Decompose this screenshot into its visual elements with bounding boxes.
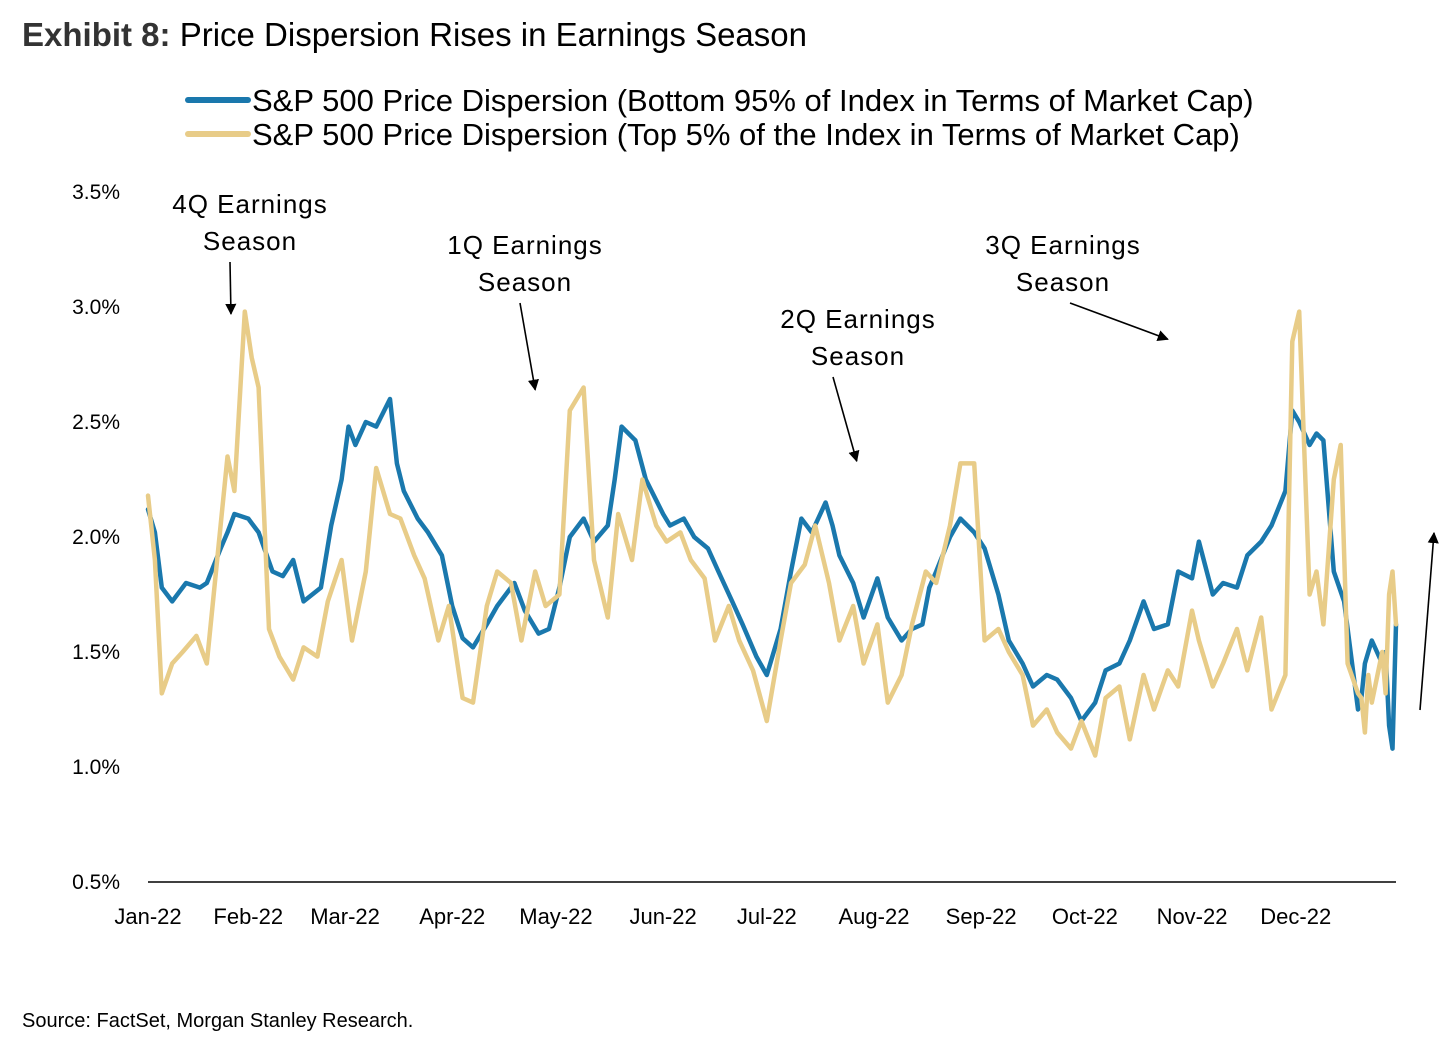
annotation-label: 3Q Earnings Season <box>985 230 1141 297</box>
x-tick-label: Mar-22 <box>310 904 380 929</box>
x-tick-label: Apr-22 <box>419 904 485 929</box>
x-tick-label: Oct-22 <box>1052 904 1118 929</box>
series-line-bottom95 <box>145 396 1399 751</box>
annotation-arrow <box>832 376 860 463</box>
annotation-label: 2Q Earnings Season <box>780 304 936 371</box>
annotation-arrow <box>519 302 539 391</box>
rising-arrow <box>1419 531 1439 711</box>
legend-label-bottom95: S&P 500 Price Dispersion (Bottom 95% of … <box>252 83 1254 118</box>
y-tick-label: 3.0% <box>72 296 120 319</box>
annotation-label: 1Q Earnings Season <box>447 230 603 297</box>
x-tick-label: Sep-22 <box>946 904 1017 929</box>
source-note: Source: FactSet, Morgan Stanley Research… <box>22 1010 414 1032</box>
y-tick-label: 3.5% <box>72 181 120 204</box>
exhibit-title-text: Price Dispersion Rises in Earnings Seaso… <box>179 16 807 53</box>
exhibit-label: Exhibit 8: <box>22 16 171 53</box>
y-tick-label: 2.5% <box>72 411 120 434</box>
x-tick-label: Jan-22 <box>114 904 181 929</box>
annotation-arrow <box>225 261 237 316</box>
x-tick-label: May-22 <box>519 904 592 929</box>
y-tick-label: 1.5% <box>72 641 120 664</box>
y-tick-label: 1.0% <box>72 756 120 779</box>
x-tick-label: Jul-22 <box>737 904 797 929</box>
x-tick-label: Feb-22 <box>213 904 283 929</box>
exhibit-title: Exhibit 8: Price Dispersion Rises in Ear… <box>22 16 807 54</box>
y-tick-label: 0.5% <box>72 871 120 894</box>
series-line-top5 <box>145 309 1399 758</box>
y-tick-label: 2.0% <box>72 526 120 549</box>
x-tick-label: Dec-22 <box>1260 904 1331 929</box>
annotation-label: 4Q Earnings Season <box>172 189 328 256</box>
x-tick-label: Aug-22 <box>839 904 910 929</box>
x-tick-label: Nov-22 <box>1157 904 1228 929</box>
legend-label-top5: S&P 500 Price Dispersion (Top 5% of the … <box>252 117 1240 152</box>
line-chart: S&P 500 Price Dispersion (Bottom 95% of … <box>72 83 1439 929</box>
annotation-arrow <box>1069 302 1169 341</box>
x-tick-label: Jun-22 <box>629 904 696 929</box>
